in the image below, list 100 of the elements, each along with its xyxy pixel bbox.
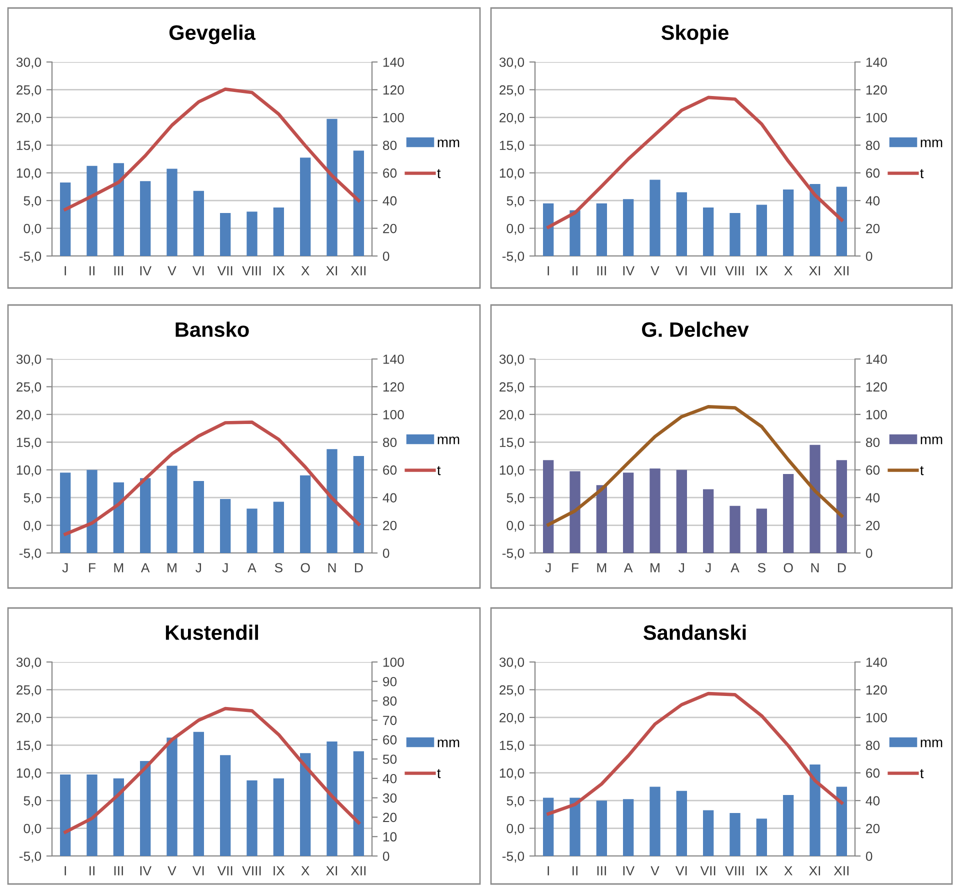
legend-label: t xyxy=(920,769,924,778)
y2-tick-label: 100 xyxy=(866,712,887,722)
y2-tick-label: 50 xyxy=(382,754,397,764)
bar xyxy=(836,186,847,256)
y2-tick-label: 120 xyxy=(866,685,887,695)
x-tick-label: II xyxy=(572,866,578,876)
y-tick-label: 15,0 xyxy=(500,140,524,152)
x-tick-label: S xyxy=(274,563,282,572)
bar xyxy=(783,189,794,256)
y-tick-label: 20,0 xyxy=(500,712,524,724)
chart-title: Bansko xyxy=(176,322,249,337)
y-tick-label: 5,0 xyxy=(24,196,42,208)
x-tick-label: III xyxy=(114,866,123,876)
x-tick-label: O xyxy=(300,563,310,572)
y-tick-label: 0,0 xyxy=(24,224,42,235)
x-tick-label: J xyxy=(545,563,551,572)
bar xyxy=(246,508,258,553)
y2-tick-label: 0 xyxy=(382,252,390,261)
bar xyxy=(140,181,151,256)
chart-title: G. Delchev xyxy=(642,322,749,337)
x-tick-label: VII xyxy=(700,866,716,876)
bar xyxy=(273,502,284,553)
bar xyxy=(676,790,687,856)
y2-tick-label: 30 xyxy=(382,793,397,803)
x-tick-label: X xyxy=(301,866,310,876)
legend-label: t xyxy=(920,169,924,178)
bar xyxy=(166,466,178,553)
y-tick-label: 5,0 xyxy=(506,796,524,808)
x-tick-label: A xyxy=(624,563,633,572)
y2-tick-label: 90 xyxy=(383,676,397,686)
y2-tick-label: 40 xyxy=(382,196,397,206)
x-tick-label: VIII xyxy=(725,866,744,876)
y-tick-label: 10,0 xyxy=(16,768,42,780)
y2-tick-label: 120 xyxy=(383,85,404,95)
x-tick-label: S xyxy=(758,563,766,572)
x-tick-label: II xyxy=(572,266,578,276)
x-tick-label: XI xyxy=(809,866,820,876)
bar xyxy=(596,800,607,856)
legend-label: mm xyxy=(438,436,460,444)
x-tick-label: J xyxy=(705,563,711,572)
bar xyxy=(326,742,338,856)
x-tick-label: IV xyxy=(623,266,635,276)
bar xyxy=(300,753,311,856)
y2-tick-label: 0 xyxy=(866,548,872,558)
y2-tick-label: 100 xyxy=(383,410,404,420)
bar xyxy=(596,203,607,256)
line-series xyxy=(64,87,360,212)
y2-tick-label: 40 xyxy=(866,493,880,502)
y-tick-label: 5,0 xyxy=(506,493,524,504)
y-tick-label: 5,0 xyxy=(24,796,42,808)
bar xyxy=(113,163,124,256)
y-tick-label: 10,0 xyxy=(500,465,524,476)
y-tick-label: 30,0 xyxy=(499,658,524,668)
y2-tick-label: 40 xyxy=(866,796,880,806)
bar xyxy=(650,786,660,856)
x-tick-label: IX xyxy=(756,266,768,276)
y2-tick-label: 0 xyxy=(382,852,390,861)
y2-tick-label: 120 xyxy=(866,85,887,95)
y-tick-label: 0,0 xyxy=(24,824,42,835)
bar xyxy=(650,468,660,553)
y-tick-label: -5,0 xyxy=(502,252,524,262)
x-tick-label: V xyxy=(650,266,660,276)
x-tick-label: J xyxy=(222,563,228,572)
y2-tick-label: 60 xyxy=(383,735,397,745)
x-tick-label: X xyxy=(784,866,792,876)
legend-label: mm xyxy=(438,140,460,148)
bar xyxy=(166,168,178,256)
bar xyxy=(676,192,687,256)
y2-tick-label: 40 xyxy=(382,774,397,784)
bar xyxy=(193,480,204,553)
y-tick-label: 15,0 xyxy=(16,740,42,752)
x-tick-label: XI xyxy=(809,266,820,276)
bar xyxy=(730,213,740,256)
x-tick-label: III xyxy=(597,866,606,876)
bar xyxy=(113,778,124,856)
y2-tick-label: 120 xyxy=(866,382,887,392)
y2-tick-label: 120 xyxy=(383,382,404,392)
x-tick-label: VIII xyxy=(725,266,744,276)
bar xyxy=(543,798,554,856)
bar xyxy=(676,470,687,553)
y-tick-label: 10,0 xyxy=(500,168,524,180)
bar xyxy=(220,213,231,256)
y-tick-label: 10,0 xyxy=(16,168,42,180)
bar xyxy=(836,786,847,856)
x-tick-label: A xyxy=(248,563,256,572)
bar xyxy=(570,471,580,553)
y-tick-label: 15,0 xyxy=(500,438,524,449)
bar xyxy=(193,190,204,256)
bar xyxy=(650,180,660,256)
y2-tick-label: 20 xyxy=(866,520,880,530)
y2-tick-label: 80 xyxy=(382,140,397,150)
x-tick-label: N xyxy=(328,563,336,572)
y2-tick-label: 140 xyxy=(383,354,404,364)
bar xyxy=(86,166,98,256)
y2-tick-label: 60 xyxy=(866,465,880,475)
x-tick-label: V xyxy=(650,866,660,876)
y2-tick-label: 60 xyxy=(383,465,397,475)
y2-tick-label: 40 xyxy=(866,196,880,206)
bar xyxy=(246,212,258,256)
bar xyxy=(326,118,338,256)
